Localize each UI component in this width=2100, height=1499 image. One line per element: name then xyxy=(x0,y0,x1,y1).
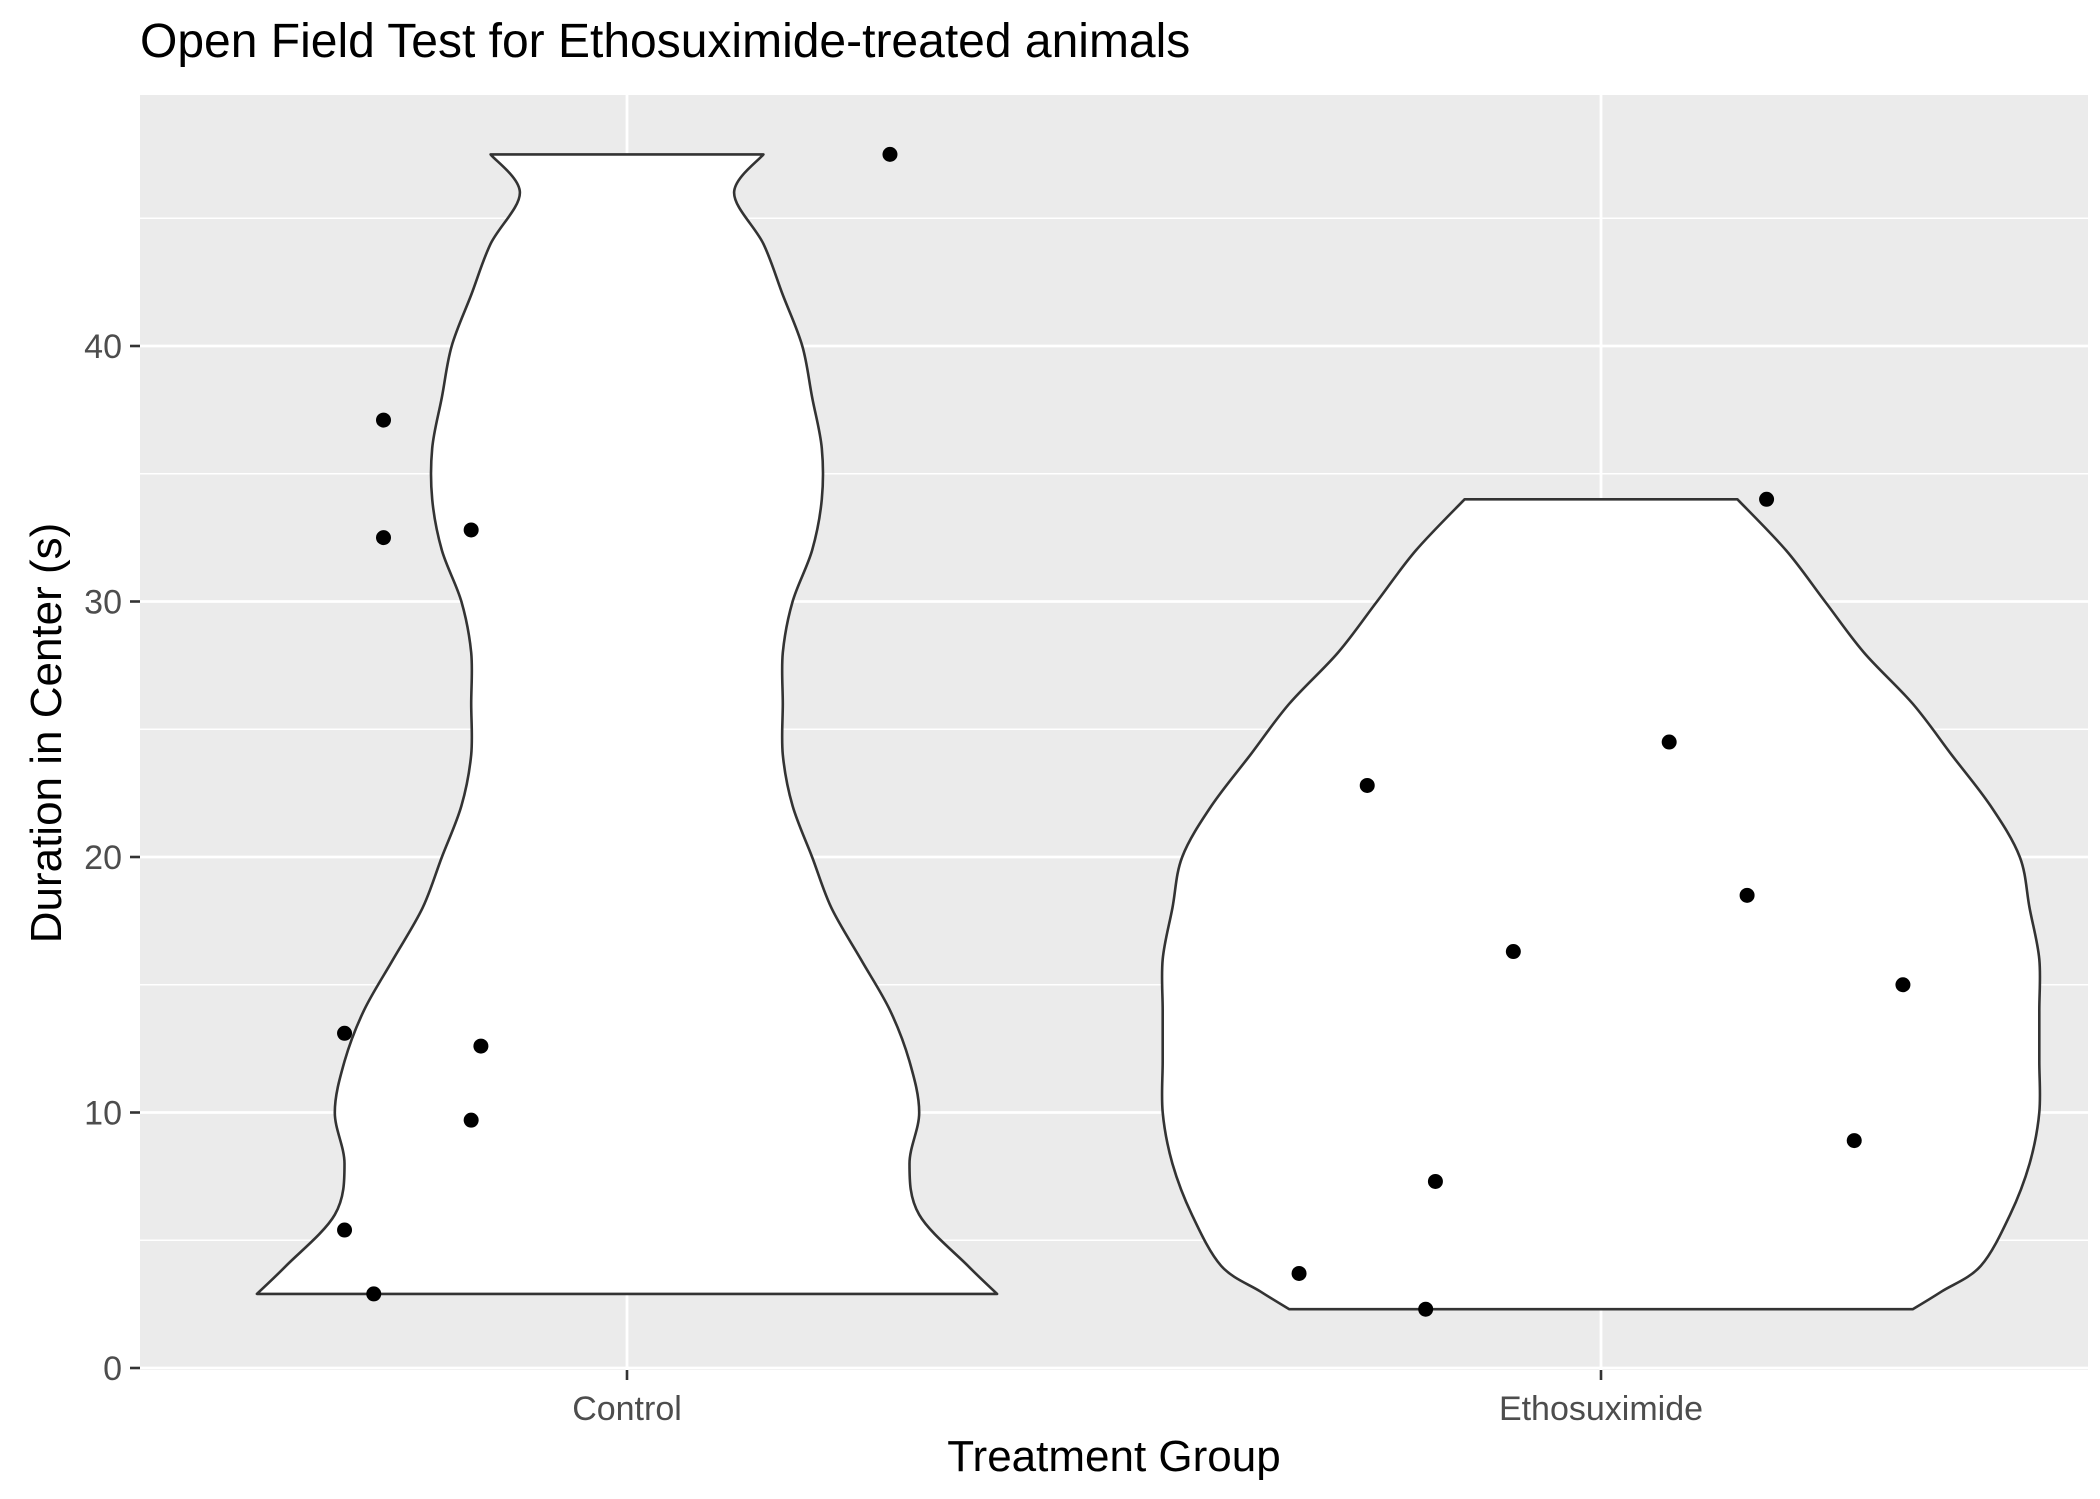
data-point xyxy=(463,522,479,538)
axes: 0 10 20 30 40 Control Ethosuximide xyxy=(84,328,1703,1428)
data-point xyxy=(463,1112,479,1128)
violins xyxy=(255,153,2042,1311)
data-point xyxy=(1505,944,1521,960)
y-tick-label: 10 xyxy=(84,1095,122,1133)
data-point xyxy=(337,1222,353,1238)
y-tick-label: 20 xyxy=(84,839,122,877)
data-point xyxy=(1846,1133,1862,1149)
x-tick-label: Control xyxy=(572,1390,682,1428)
data-point xyxy=(1759,491,1775,507)
data-point xyxy=(337,1025,353,1041)
violin-control xyxy=(255,153,999,1296)
data-point xyxy=(1895,977,1911,993)
violin-ethosuximide xyxy=(1160,498,2042,1311)
data-point xyxy=(1359,777,1375,793)
data-point xyxy=(376,530,391,546)
data-point xyxy=(376,412,391,428)
data-point xyxy=(1291,1265,1307,1281)
chart-title: Open Field Test for Ethosuximide-treated… xyxy=(140,15,1191,68)
data-point xyxy=(882,146,898,162)
data-point xyxy=(1661,734,1677,750)
data-point xyxy=(1739,887,1755,903)
y-tick-label: 30 xyxy=(84,584,122,622)
y-tick-label: 0 xyxy=(103,1350,122,1388)
data-point xyxy=(1427,1173,1443,1189)
data-point xyxy=(1418,1301,1434,1317)
data-point xyxy=(366,1286,382,1302)
x-axis-label: Treatment Group xyxy=(947,1432,1281,1481)
x-tick-label: Ethosuximide xyxy=(1499,1390,1703,1428)
y-tick-label: 40 xyxy=(84,328,122,366)
data-points xyxy=(337,146,1911,1317)
data-point xyxy=(473,1038,489,1054)
